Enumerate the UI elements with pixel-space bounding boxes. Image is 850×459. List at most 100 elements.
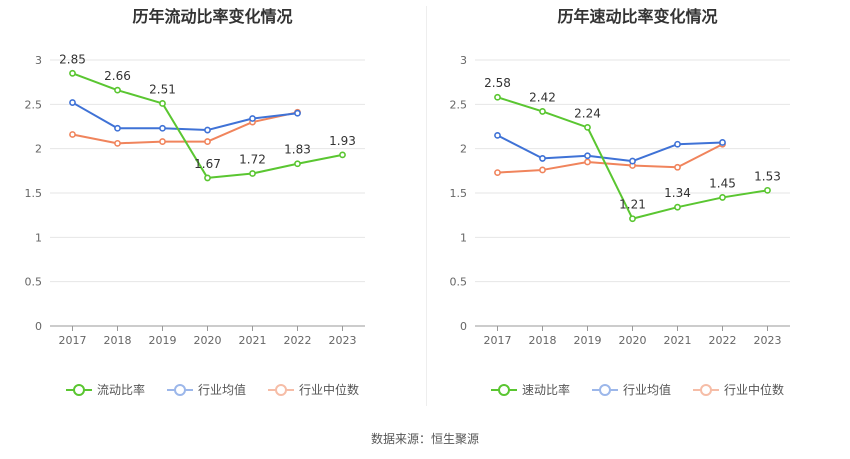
y-tick-label: 3 [35, 54, 42, 67]
legend-label: 行业中位数 [724, 383, 785, 397]
legend-line-marker-icon [693, 383, 719, 396]
data-source-note: 数据来源：恒生聚源 [370, 432, 479, 446]
legend-item-industry-median[interactable]: 行业中位数 [268, 381, 359, 398]
data-point [204, 138, 211, 145]
data-point [674, 203, 681, 211]
legend: 流动比率 行业均值 行业中位数 [0, 381, 425, 398]
y-tick-label: 1 [35, 231, 42, 244]
data-label: 1.72 [239, 152, 266, 166]
legend-line-marker-icon [591, 383, 618, 396]
data-label: 1.67 [194, 157, 221, 171]
panel-divider [426, 6, 427, 406]
data-point [294, 109, 301, 117]
data-label: 2.51 [149, 82, 176, 96]
x-tick-label: 2020 [194, 334, 222, 347]
series-line [497, 134, 723, 163]
data-label: 2.42 [529, 90, 556, 104]
data-point [494, 169, 501, 177]
y-tick-label: 3 [460, 54, 467, 67]
data-point [539, 166, 546, 174]
x-tick-label: 2017 [59, 334, 87, 347]
data-point [629, 157, 636, 165]
data-label: 2.58 [484, 76, 511, 90]
data-point [674, 140, 681, 148]
legend-item-industry-average[interactable]: 行业均值 [166, 381, 246, 398]
data-point [719, 194, 726, 201]
data-label: 2.24 [574, 106, 601, 120]
x-tick-label: 2019 [149, 334, 177, 347]
data-label: 1.53 [754, 169, 781, 183]
data-point [69, 69, 76, 77]
data-point [294, 160, 301, 168]
legend-item-series-1[interactable]: 流动比率 [65, 381, 145, 398]
y-tick-label: 2.5 [450, 98, 468, 111]
data-point [674, 163, 681, 171]
x-tick-label: 2020 [619, 334, 647, 347]
legend-line-marker-icon [268, 383, 294, 396]
x-tick-label: 2022 [284, 334, 312, 347]
data-point [204, 174, 211, 182]
data-point [629, 215, 636, 223]
series-line [72, 101, 298, 132]
data-label: 1.34 [664, 186, 691, 200]
y-tick-label: 0 [460, 320, 467, 333]
data-point [249, 115, 256, 122]
data-label: 2.66 [104, 69, 131, 83]
legend: 速动比率 行业均值 行业中位数 [425, 381, 850, 398]
legend-item-series-1[interactable]: 速动比率 [490, 381, 570, 398]
data-point [719, 139, 726, 146]
x-tick-label: 2018 [529, 334, 557, 347]
data-label: 1.21 [619, 198, 646, 212]
current-ratio-plot: 0 0.5 1 1.5 2 2.5 3 2017 2018 2019 2020 2021 2022 202… [25, 52, 365, 347]
data-point [69, 99, 76, 106]
x-tick-label: 2021 [239, 334, 267, 347]
data-point [159, 124, 166, 132]
data-point [494, 131, 501, 139]
data-point [584, 123, 591, 131]
legend-item-industry-average[interactable]: 行业均值 [591, 381, 671, 398]
data-point [114, 86, 121, 94]
data-point [249, 170, 256, 177]
x-tick-label: 2023 [329, 334, 357, 347]
y-tick-label: 1.5 [25, 187, 43, 200]
data-point [764, 186, 771, 194]
chart-title: 历年流动比率变化情况 [132, 7, 293, 26]
legend-line-marker-icon [166, 383, 193, 396]
y-tick-label: 2.5 [25, 98, 43, 111]
data-point [159, 138, 166, 145]
legend-label: 行业均值 [622, 383, 671, 397]
legend-label: 流动比率 [96, 383, 145, 397]
x-tick-label: 2019 [574, 334, 602, 347]
series-line [497, 143, 723, 174]
y-tick-label: 0 [35, 320, 42, 333]
data-label: 1.83 [284, 143, 311, 157]
y-tick-label: 1 [460, 231, 467, 244]
data-point [204, 126, 211, 134]
y-tick-label: 2 [35, 143, 42, 156]
legend-line-marker-icon [65, 383, 92, 396]
data-label: 1.45 [709, 176, 736, 190]
legend-label: 行业中位数 [299, 383, 360, 397]
x-tick-label: 2021 [664, 334, 692, 347]
y-tick-label: 1.5 [450, 187, 468, 200]
current-ratio-chart-panel: 历年流动比率变化情况 0 0.5 1 1.5 2 2.5 3 2017 2018 2019 2020… [0, 0, 425, 420]
quick-ratio-chart-panel: 历年速动比率变化情况 0 0.5 1 1.5 2 2.5 3 2017 2018 2019 2020… [425, 0, 850, 420]
data-point [584, 158, 591, 166]
chart-title: 历年速动比率变化情况 [557, 7, 718, 26]
legend-item-industry-median[interactable]: 行业中位数 [693, 381, 784, 398]
data-label: 1.93 [329, 134, 356, 148]
data-point [339, 151, 346, 159]
data-label: 2.85 [59, 52, 86, 66]
data-point [539, 155, 546, 162]
legend-line-marker-icon [490, 383, 517, 396]
y-tick-label: 0.5 [25, 276, 43, 289]
x-tick-label: 2018 [104, 334, 132, 347]
data-point [69, 131, 76, 138]
y-tick-label: 0.5 [450, 276, 468, 289]
data-point [114, 124, 121, 132]
x-tick-label: 2022 [709, 334, 737, 347]
data-point [159, 100, 166, 107]
data-point [114, 139, 121, 147]
data-point [584, 152, 591, 160]
x-tick-label: 2017 [484, 334, 512, 347]
